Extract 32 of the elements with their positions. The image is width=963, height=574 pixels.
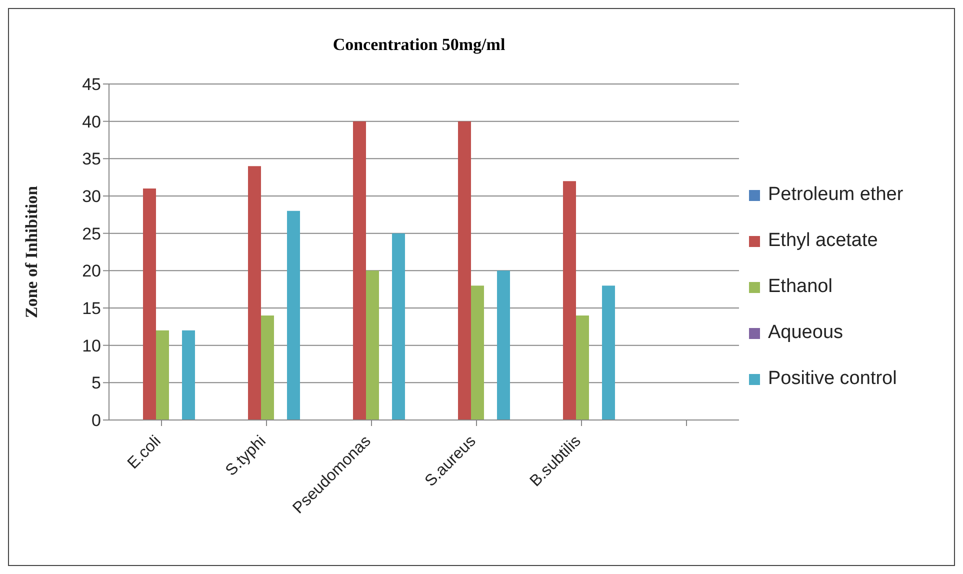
legend-label: Ethyl acetate [768,230,878,252]
bar [563,181,576,420]
bar [458,121,471,420]
bar [182,330,195,420]
y-tick-label: 40 [82,112,101,132]
bar [156,330,169,420]
bar [497,270,510,420]
legend-label: Positive control [768,368,897,390]
bar [602,286,615,420]
bar [471,286,484,420]
bar [366,270,379,420]
bar [143,188,156,420]
y-tick-label: 5 [92,374,101,393]
bar [287,210,300,420]
legend-label: Aqueous [768,322,844,344]
y-tick-label: 15 [82,299,101,318]
legend-label: Ethanol [768,276,832,298]
y-tick-label: 20 [82,262,101,281]
legend-label: Petroleum ether [768,184,904,206]
chart-title: Concentration 50mg/ml [332,35,506,55]
y-tick-label: 45 [82,75,101,94]
y-axis-title: Zone of Inhibition [22,185,42,318]
bar [353,121,366,420]
y-tick-label: 10 [82,336,101,356]
bar [261,315,274,420]
y-tick-label: 35 [82,150,101,169]
bar [392,233,405,420]
bar [248,166,261,420]
y-tick-label: 25 [82,224,101,244]
bar [576,315,589,420]
y-tick-label: 30 [82,187,101,206]
y-tick-label: 0 [92,411,101,430]
